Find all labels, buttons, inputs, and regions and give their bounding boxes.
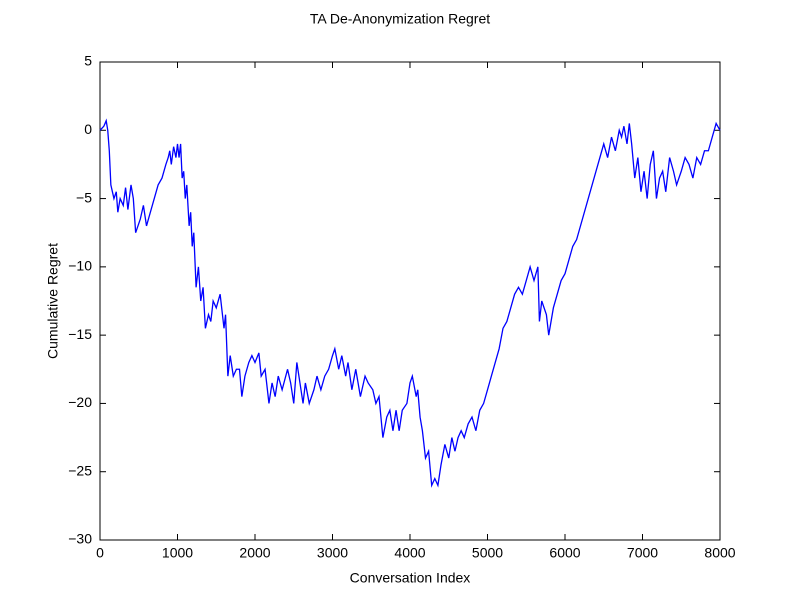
x-tick-label: 3000 [317, 545, 348, 561]
y-tick-label: −10 [68, 258, 92, 274]
x-tick-label: 7000 [627, 545, 658, 561]
y-tick-label: −25 [68, 462, 92, 478]
y-tick-label: −5 [76, 189, 92, 205]
x-tick-label: 0 [96, 545, 104, 561]
y-tick-label: −30 [68, 531, 92, 547]
x-tick-label: 4000 [394, 545, 425, 561]
x-tick-label: 5000 [472, 545, 503, 561]
x-tick-label: 6000 [549, 545, 580, 561]
y-tick-label: 0 [84, 121, 92, 137]
chart-title: TA De-Anonymization Regret [310, 11, 490, 27]
x-axis-label: Conversation Index [350, 570, 471, 586]
line-series [99, 118, 721, 488]
x-tick-label: 1000 [162, 545, 193, 561]
x-tick-label: 2000 [239, 545, 270, 561]
y-axis-label: Cumulative Regret [45, 243, 61, 359]
y-tick-label: −20 [68, 394, 92, 410]
y-tick-label: −15 [68, 326, 92, 342]
x-tick-label: 8000 [704, 545, 735, 561]
y-tick-label: 5 [84, 53, 92, 69]
